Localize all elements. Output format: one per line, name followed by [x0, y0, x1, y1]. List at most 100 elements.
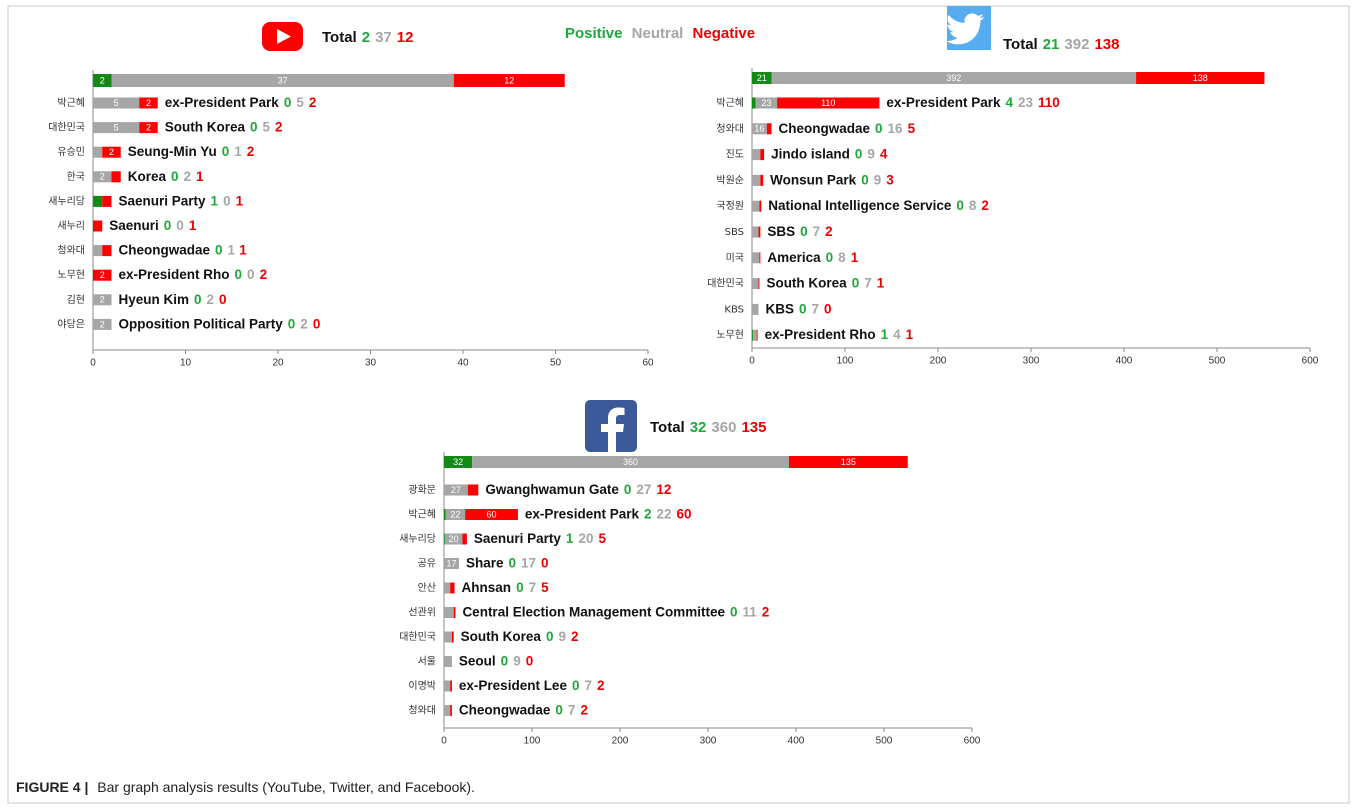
segment-label: 110 — [821, 98, 835, 108]
annotation-name: ex-President Park — [165, 95, 280, 110]
row-annotation: Share 0 17 0 — [466, 555, 549, 570]
category-label: SBS — [725, 227, 744, 238]
annotation-value: 1 — [877, 275, 885, 290]
annotation-value: 2 — [300, 316, 308, 331]
bar-segment — [102, 146, 121, 158]
total-word: Total — [650, 419, 685, 436]
segment-label: 5 — [114, 122, 119, 132]
caption-text: Bar graph analysis results (YouTube, Twi… — [97, 779, 475, 795]
annotation-value: 1 — [189, 218, 197, 233]
annotation-value: 0 — [555, 702, 563, 717]
annotation-value: 22 — [656, 506, 671, 521]
total-value: 135 — [741, 419, 766, 436]
category-label: 박원순 — [716, 174, 744, 186]
annotation-value: 0 — [956, 198, 964, 213]
bar-segment — [444, 509, 446, 520]
total-value: 32 — [690, 419, 707, 436]
row-annotation: South Korea 0 9 2 — [461, 629, 579, 644]
total-label: Total 21 392 138 — [1003, 36, 1119, 53]
category-label: 서울 — [418, 656, 436, 668]
annotation-name: Seung-Min Yu — [128, 144, 217, 159]
annotation-value: 17 — [521, 555, 536, 570]
bar-segment — [444, 533, 445, 545]
annotation-value: 7 — [813, 224, 821, 239]
row-annotation: Cheongwadae 0 7 2 — [459, 702, 588, 717]
annotation-value: 0 — [313, 316, 321, 331]
category-label: 대한민국 — [48, 122, 85, 134]
x-tick-label: 300 — [700, 736, 717, 747]
bar-segment — [758, 278, 760, 290]
annotation-value: 0 — [824, 301, 832, 316]
category-label: 미국 — [726, 252, 744, 264]
annotation-value: 2 — [207, 291, 215, 306]
bar-segment — [472, 456, 789, 468]
youtube-icon — [262, 22, 303, 51]
bar-segment — [771, 72, 1137, 84]
annotation-name: Cheongwadae — [779, 120, 871, 135]
total-word: Total — [1003, 36, 1038, 53]
bar-segment — [752, 278, 759, 290]
annotation-name: ex-President Park — [886, 95, 1001, 110]
x-tick-label: 200 — [612, 736, 629, 747]
bar-segment — [788, 456, 908, 468]
annotation-value: 7 — [812, 301, 820, 316]
x-tick-label: 600 — [964, 736, 981, 747]
bar-segment — [752, 329, 757, 341]
annotation-value: 5 — [541, 580, 549, 595]
x-tick-label: 600 — [1302, 356, 1319, 367]
annotation-value: 2 — [571, 629, 579, 644]
annotation-value: 0 — [730, 604, 738, 619]
annotation-value: 7 — [529, 580, 537, 595]
row-annotation: ex-President Park 0 5 2 — [165, 95, 317, 110]
annotation-name: ex-President Lee — [459, 678, 568, 693]
category-label: 김현 — [67, 294, 85, 306]
x-tick-label: 60 — [642, 358, 654, 369]
bar-segment — [752, 72, 772, 84]
caption-label: FIGURE 4 | — [16, 779, 88, 795]
segment-label: 22 — [450, 509, 460, 519]
annotation-value: 4 — [893, 327, 901, 342]
annotation-name: South Korea — [766, 275, 847, 290]
legend-entry: Neutral — [632, 25, 684, 42]
annotation-value: 0 — [176, 218, 184, 233]
row-annotation: America 0 8 1 — [767, 249, 858, 264]
annotation-value: 0 — [284, 95, 292, 110]
category-label: 노무현 — [57, 269, 85, 281]
bar-segment — [755, 97, 778, 109]
row-annotation: Seoul 0 9 0 — [459, 653, 533, 668]
row-annotation: ex-President Rho 0 0 2 — [119, 267, 268, 282]
segment-label: 60 — [487, 509, 497, 519]
bar-segment — [93, 294, 112, 306]
annotation-value: 9 — [874, 172, 882, 187]
x-tick-label: 200 — [930, 356, 947, 367]
bar-segment — [102, 195, 112, 207]
annotation-value: 1 — [234, 144, 242, 159]
annotation-name: ex-President Park — [525, 506, 640, 521]
row-annotation: Wonsun Park 0 9 3 — [770, 172, 894, 187]
annotation-name: South Korea — [461, 629, 542, 644]
segment-label: 32 — [453, 457, 463, 467]
bar-segment — [450, 680, 452, 692]
bar-segment — [760, 149, 765, 161]
bar-segment — [759, 200, 762, 212]
annotation-value: 0 — [215, 242, 223, 257]
annotation-name: Hyeun Kim — [119, 291, 190, 306]
bar-segment — [758, 226, 761, 238]
annotation-name: Saenuri — [109, 218, 159, 233]
annotation-value: 9 — [513, 653, 521, 668]
annotation-value: 2 — [275, 119, 283, 134]
segment-label: 2 — [109, 147, 114, 157]
x-tick-label: 50 — [550, 358, 562, 369]
annotation-value: 12 — [656, 482, 671, 497]
x-tick-label: 0 — [90, 358, 96, 369]
annotation-value: 0 — [541, 555, 549, 570]
segment-label: 37 — [278, 75, 288, 85]
annotation-value: 2 — [597, 678, 605, 693]
annotation-value: 0 — [247, 267, 255, 282]
bar-segment — [759, 252, 761, 264]
annotation-value: 0 — [799, 301, 807, 316]
annotation-name: Cheongwadae — [459, 702, 551, 717]
total-value: 37 — [375, 29, 392, 46]
segment-label: 360 — [623, 457, 638, 467]
bar-segment — [752, 174, 761, 186]
